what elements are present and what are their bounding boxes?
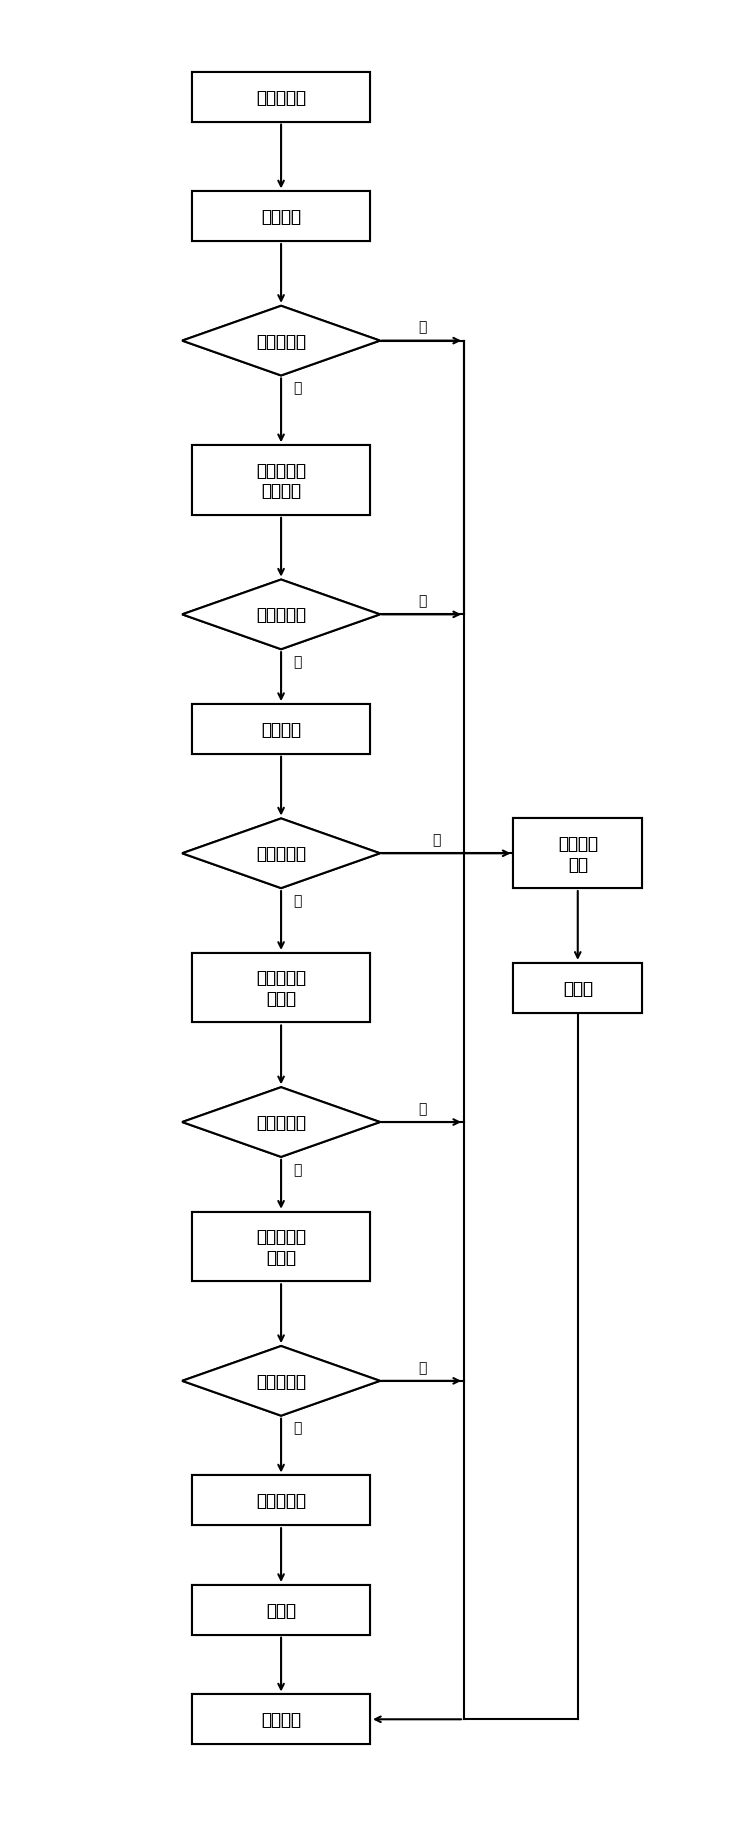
Text: 否: 否 [418, 321, 426, 334]
Text: 是否合格？: 是否合格？ [256, 1114, 306, 1132]
Polygon shape [182, 819, 380, 888]
Text: 外观检查: 外观检查 [261, 208, 301, 226]
Text: 否: 否 [433, 833, 441, 848]
Bar [192, 953, 370, 1023]
Text: 是: 是 [293, 1163, 302, 1176]
Polygon shape [182, 1088, 380, 1158]
Polygon shape [182, 819, 380, 888]
Text: 是: 是 [293, 1420, 302, 1435]
Text: 待装区: 待装区 [266, 1601, 296, 1619]
Bar [513, 819, 642, 888]
Text: 拉力测试: 拉力测试 [261, 720, 301, 738]
Bar [192, 953, 370, 1023]
Bar [192, 1584, 370, 1635]
Bar [192, 1212, 370, 1282]
Bar [192, 73, 370, 122]
Text: 绝缘及介电
强度测试: 绝缘及介电 强度测试 [256, 461, 306, 500]
Polygon shape [182, 580, 380, 649]
Bar [192, 447, 370, 516]
Bar [192, 1694, 370, 1745]
Polygon shape [182, 1088, 380, 1158]
Text: 是否合格？: 是否合格？ [256, 844, 306, 862]
Text: 不合格滚
筒线: 不合格滚 筒线 [558, 835, 598, 873]
Bar [192, 447, 370, 516]
Polygon shape [182, 306, 380, 376]
Text: 否: 否 [418, 1360, 426, 1375]
Text: 是否合格？: 是否合格？ [256, 605, 306, 623]
Bar [192, 1212, 370, 1282]
Text: 是否合格？: 是否合格？ [256, 1373, 306, 1391]
Text: 测试初始化: 测试初始化 [256, 89, 306, 108]
Polygon shape [182, 306, 380, 376]
Bar [192, 704, 370, 755]
Text: 拉力测试: 拉力测试 [261, 720, 301, 738]
Text: 否: 否 [418, 594, 426, 609]
Text: 检定结束: 检定结束 [261, 1710, 301, 1728]
Text: 是: 是 [293, 893, 302, 908]
Text: 是否合格？: 是否合格？ [256, 1114, 306, 1132]
Text: 检定结束: 检定结束 [261, 1710, 301, 1728]
Polygon shape [182, 1345, 380, 1416]
Text: 待装区: 待装区 [266, 1601, 296, 1619]
Text: 信息安防自
动测试: 信息安防自 动测试 [256, 1227, 306, 1267]
Bar [192, 704, 370, 755]
Text: 是否合格？: 是否合格？ [256, 332, 306, 350]
Text: 是否合格？: 是否合格？ [256, 605, 306, 623]
Text: 是否合格？: 是否合格？ [256, 332, 306, 350]
Bar [192, 73, 370, 122]
Text: 否: 否 [418, 1101, 426, 1116]
Polygon shape [182, 580, 380, 649]
Bar [192, 191, 370, 242]
Text: 基本功能性
能测试: 基本功能性 能测试 [256, 968, 306, 1008]
Bar [192, 1584, 370, 1635]
Text: 退货区: 退货区 [562, 979, 593, 997]
Text: 是: 是 [293, 381, 302, 396]
Bar [513, 963, 642, 1014]
Bar [513, 819, 642, 888]
Text: 是: 是 [293, 654, 302, 669]
Text: 测试初始化: 测试初始化 [256, 89, 306, 108]
Bar [192, 1475, 370, 1526]
Text: 退货区: 退货区 [562, 979, 593, 997]
Bar [192, 1475, 370, 1526]
Text: 合格滚筒线: 合格滚筒线 [256, 1491, 306, 1509]
Polygon shape [182, 1345, 380, 1416]
Text: 合格滚筒线: 合格滚筒线 [256, 1491, 306, 1509]
Text: 外观检查: 外观检查 [261, 208, 301, 226]
Text: 基本功能性
能测试: 基本功能性 能测试 [256, 968, 306, 1008]
Bar [513, 963, 642, 1014]
Text: 不合格滚
筒线: 不合格滚 筒线 [558, 835, 598, 873]
Text: 是否合格？: 是否合格？ [256, 1373, 306, 1391]
Bar [192, 191, 370, 242]
Bar [192, 1694, 370, 1745]
Text: 是否合格？: 是否合格？ [256, 844, 306, 862]
Text: 绝缘及介电
强度测试: 绝缘及介电 强度测试 [256, 461, 306, 500]
Text: 信息安防自
动测试: 信息安防自 动测试 [256, 1227, 306, 1267]
